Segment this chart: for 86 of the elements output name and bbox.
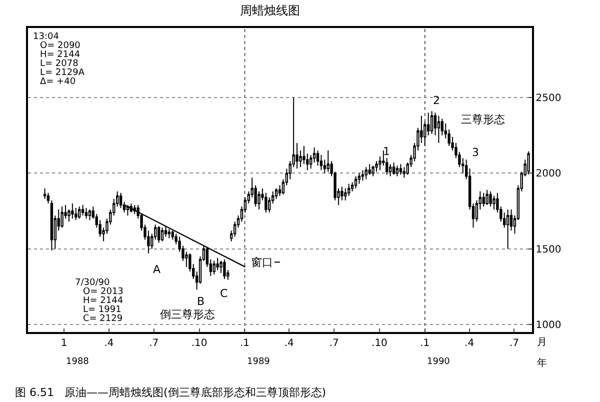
candlestick — [274, 188, 278, 200]
annotation: 1 — [383, 145, 390, 158]
candlestick — [430, 110, 434, 134]
annotation: L= 2129A — [40, 68, 86, 78]
annotation: 窗口 — [251, 256, 273, 269]
candlestick — [361, 170, 364, 182]
candlestick — [43, 188, 46, 200]
annotation: 7/30/90 — [75, 278, 110, 288]
annotation: O= 2013 — [83, 287, 124, 297]
candlestick — [60, 206, 64, 228]
candlestick — [348, 183, 350, 196]
candlestick — [216, 257, 219, 270]
candlestick — [84, 207, 88, 220]
x-tick-label: 1 — [60, 338, 68, 349]
text: 1989 — [247, 357, 270, 367]
candlestick — [489, 190, 492, 207]
x-tick-label: .4 — [284, 338, 294, 349]
candlestick — [392, 162, 396, 176]
y-tick-label: 2500 — [536, 93, 562, 104]
candlestick — [74, 207, 78, 221]
candlestick — [316, 150, 320, 166]
candlestick — [368, 164, 371, 176]
annotation: 2 — [433, 94, 440, 107]
caption: 图 6.51 原油——周蜡烛线图(倒三尊底部形态和三尊顶部形态) — [15, 386, 326, 399]
candlestick — [164, 226, 168, 238]
annotation: 3 — [472, 146, 479, 159]
candlestick — [358, 172, 361, 184]
annotation: O= 2090 — [40, 41, 81, 51]
candlestick — [375, 160, 378, 172]
candlestick — [168, 228, 171, 239]
candlestick — [372, 165, 374, 177]
candlestick — [437, 115, 440, 144]
annotation: L= 2078 — [40, 59, 79, 69]
candlestick — [157, 226, 160, 244]
text: 年 — [537, 357, 547, 369]
candlestick — [160, 227, 164, 242]
candlestick — [482, 192, 485, 207]
annotation: 三尊形态 — [461, 113, 505, 126]
annotation: H= 2144 — [40, 50, 80, 60]
annotation: C= 2129 — [83, 314, 123, 324]
text: 月 — [537, 337, 547, 348]
candlestick — [119, 192, 122, 208]
annotation: 13:04 — [33, 32, 60, 42]
candlestick — [364, 166, 368, 180]
candlestick — [402, 166, 406, 178]
candlestick — [486, 189, 488, 206]
candlestick — [399, 164, 402, 176]
candlestick — [264, 192, 268, 214]
x-tick-label: .1 — [420, 338, 430, 349]
y-tick-label: 1000 — [536, 320, 562, 331]
text: 1988 — [66, 357, 90, 367]
x-tick-label: .10 — [191, 338, 208, 349]
candlestick — [527, 150, 530, 176]
candlestick — [81, 204, 84, 216]
candlestick — [340, 186, 344, 201]
x-tick-label: .4 — [464, 338, 474, 349]
chart-title: 周蜡烛线图 — [240, 3, 300, 18]
annotation: H= 2144 — [83, 296, 124, 306]
annotation: L= 1991 — [83, 305, 122, 315]
x-tick-label: .7 — [329, 338, 339, 349]
x-tick-label: .1 — [240, 338, 250, 349]
annotation: 倒三尊形态 — [160, 308, 215, 321]
candlestick — [326, 150, 330, 172]
candlestick — [506, 208, 510, 250]
candlestick — [223, 258, 226, 280]
x-tick-label: .7 — [509, 338, 520, 349]
candlestick — [320, 154, 323, 171]
y-tick-label: 2000 — [536, 168, 562, 180]
x-tick-label: .7 — [149, 338, 159, 349]
text: 1990 — [427, 357, 450, 367]
candlestick — [212, 260, 216, 276]
candlestick — [78, 206, 81, 220]
candlestick — [396, 165, 399, 177]
annotation: B — [197, 295, 205, 308]
candlestick — [344, 188, 347, 201]
annotation: C — [220, 287, 228, 300]
candlestick — [171, 230, 174, 240]
candlestick — [492, 195, 496, 210]
x-tick-label: .10 — [372, 338, 388, 349]
annotation: Δ= +40 — [40, 77, 76, 87]
y-tick-label: 1500 — [536, 244, 562, 256]
candlestick — [71, 202, 74, 220]
candlestick — [354, 176, 358, 189]
x-tick-label: .4 — [104, 338, 114, 349]
candlestick — [88, 208, 92, 221]
annotation: A — [153, 263, 161, 276]
